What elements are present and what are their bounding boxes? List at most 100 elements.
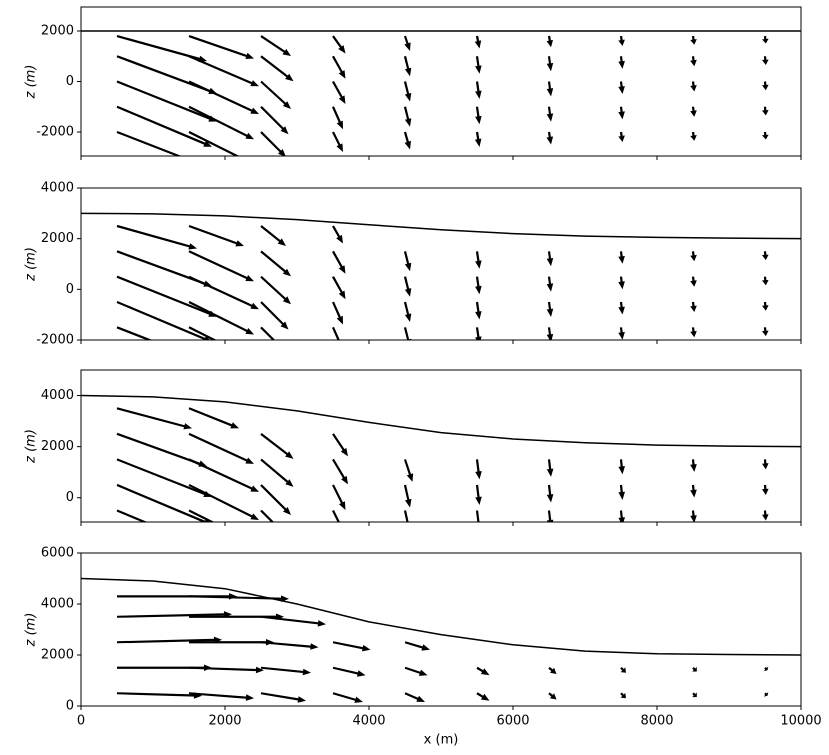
arrow xyxy=(546,327,554,340)
arrow xyxy=(475,81,482,99)
arrow xyxy=(762,106,769,116)
arrow xyxy=(692,666,697,672)
arrow xyxy=(618,484,625,500)
arrow xyxy=(546,81,554,97)
arrow xyxy=(476,666,490,676)
panel: 0 2000 4000 z (m) xyxy=(24,369,802,526)
arrow xyxy=(332,301,343,325)
arrow xyxy=(189,613,284,620)
arrow xyxy=(188,432,254,464)
arrow xyxy=(332,692,363,703)
arrow xyxy=(189,666,264,674)
arrow xyxy=(116,55,217,94)
arrow xyxy=(260,433,294,459)
y-axis-label: z (m) xyxy=(24,429,39,464)
arrow xyxy=(117,664,212,671)
axes-frame xyxy=(80,552,802,707)
arrow xyxy=(332,35,346,54)
axes-frame xyxy=(80,187,802,341)
x-tick-label: 4000 xyxy=(352,714,385,729)
surface-line xyxy=(81,577,801,656)
arrow xyxy=(546,131,554,145)
arrow xyxy=(618,56,625,69)
panel-clip xyxy=(81,577,801,703)
arrow xyxy=(690,510,697,522)
arrow xyxy=(762,35,769,44)
arrow xyxy=(332,641,371,652)
arrow xyxy=(332,458,348,485)
arrow xyxy=(475,459,482,480)
arrow xyxy=(618,327,625,340)
arrow xyxy=(403,484,412,508)
panel-clip xyxy=(81,212,801,340)
arrow xyxy=(332,510,340,522)
arrow xyxy=(690,251,697,262)
panel: -2000 0 2000 z (m) xyxy=(24,6,802,160)
arrow xyxy=(475,56,482,74)
arrow xyxy=(404,666,428,676)
arrow xyxy=(404,35,411,51)
y-axis-label: z (m) xyxy=(24,65,39,100)
arrow xyxy=(690,35,697,45)
arrow xyxy=(260,80,291,109)
arrow xyxy=(332,131,343,152)
arrow xyxy=(546,484,554,503)
arrow xyxy=(189,595,289,602)
arrow xyxy=(618,459,625,475)
y-tick-label: 2000 xyxy=(41,231,74,246)
arrow xyxy=(116,80,217,122)
arrow xyxy=(690,327,697,338)
arrow xyxy=(332,55,346,79)
arrow xyxy=(475,251,482,269)
arrow xyxy=(475,276,482,295)
panel: 0 2000 4000 6000 0 2000 4000 6000 8000 10000 z (m)… xyxy=(24,546,822,748)
arrow xyxy=(763,691,769,697)
arrow xyxy=(548,692,557,700)
arrow xyxy=(188,131,244,156)
arrow xyxy=(116,275,217,317)
arrow xyxy=(332,81,346,104)
arrow xyxy=(188,509,215,522)
arrow xyxy=(475,510,480,522)
y-tick-label: 2000 xyxy=(41,23,74,38)
arrow xyxy=(188,250,254,282)
arrow xyxy=(260,131,286,156)
y-tick-label: 0 xyxy=(66,74,74,89)
arrow xyxy=(260,326,276,340)
arrow xyxy=(189,639,274,646)
arrow xyxy=(188,225,244,247)
y-tick-label: 4000 xyxy=(41,388,74,403)
arrow xyxy=(404,692,425,702)
arrow xyxy=(332,326,340,340)
arrow xyxy=(116,326,153,340)
surface-line xyxy=(81,212,801,240)
arrow xyxy=(474,35,482,49)
arrow xyxy=(690,301,697,312)
arrow xyxy=(546,56,554,72)
arrow xyxy=(188,105,254,140)
arrow xyxy=(618,131,625,142)
arrow xyxy=(690,81,697,92)
arrow xyxy=(404,641,430,651)
arrow xyxy=(476,692,490,701)
y-tick-label: 4000 xyxy=(41,597,74,612)
arrow xyxy=(117,692,202,699)
arrow xyxy=(403,131,411,150)
arrow xyxy=(546,251,554,267)
y-tick-label: -2000 xyxy=(36,125,74,140)
arrow xyxy=(474,131,482,147)
arrow xyxy=(332,250,346,274)
arrow xyxy=(260,275,291,305)
arrow xyxy=(618,276,625,290)
arrow xyxy=(618,35,625,46)
arrow xyxy=(404,459,414,482)
x-tick-label: 6000 xyxy=(496,714,529,729)
arrow xyxy=(475,106,482,125)
arrow xyxy=(403,81,412,102)
arrow xyxy=(188,301,254,335)
arrow xyxy=(116,250,212,287)
arrow xyxy=(260,458,294,487)
arrow xyxy=(762,301,769,311)
arrow xyxy=(116,407,192,430)
